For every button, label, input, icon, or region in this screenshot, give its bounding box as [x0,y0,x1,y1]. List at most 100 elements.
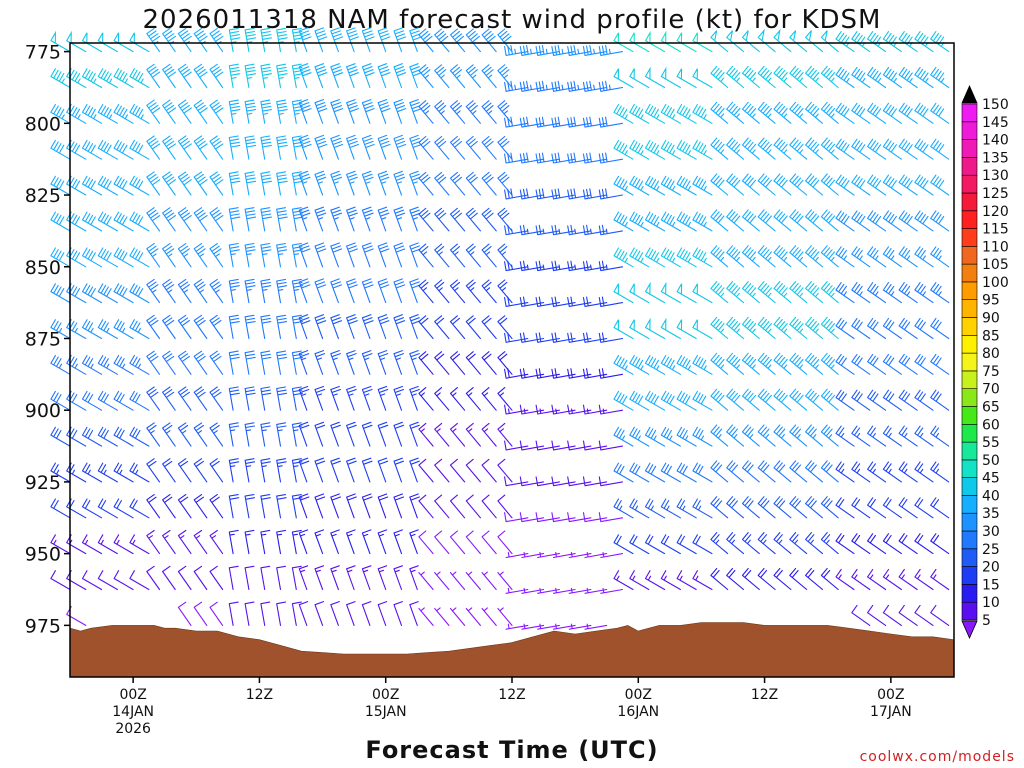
colorbar-swatch [961,210,978,229]
wind-barb [613,570,634,591]
wind-barb [851,353,871,375]
wind-barb [409,314,421,340]
wind-barb [162,99,177,124]
wind-barb [393,314,406,340]
wind-barb [97,247,118,268]
wind-barb [291,278,303,304]
wind-barb [789,173,808,196]
x-tick-label: 00Z [119,687,146,703]
wind-barb [820,101,839,124]
wind-barb [465,530,481,555]
wind-barb [914,66,934,89]
wind-barb [346,27,359,53]
wind-barb [66,68,87,89]
wind-barb [146,135,161,160]
wind-barb [276,207,288,232]
wind-barb [726,209,745,232]
wind-barb [291,314,303,340]
wind-barb [882,353,902,375]
wind-barb [820,352,839,375]
wind-barb [598,188,624,200]
wind-barb [314,457,326,483]
wind-barb [50,570,71,591]
wind-barb [209,63,224,89]
wind-barb [660,570,681,591]
wind-barb [129,211,150,232]
wind-barb [449,458,466,483]
wind-barb [260,207,272,232]
wind-barb [330,421,341,447]
wind-barb [660,103,681,124]
wind-barb [276,386,288,411]
wind-barb [209,601,224,626]
wind-barb [757,209,776,232]
wind-barb [244,278,256,304]
colorbar-swatch [961,388,978,407]
colorbar-tick-label: 95 [982,293,1000,309]
wind-barb [193,565,208,591]
wind-barb [600,551,624,559]
wind-barb [898,568,918,591]
wind-barb [773,209,792,232]
wind-barb [930,353,950,375]
wind-barb [449,64,466,89]
colorbar-tick-label: 70 [982,382,1000,398]
x-tick-label: 00Z [625,687,652,703]
wind-barb [260,601,271,626]
wind-barb [613,462,634,483]
wind-barb [97,534,118,555]
wind-barb [644,211,666,232]
wind-barb [867,389,887,411]
wind-barb [113,354,134,375]
wind-barb [613,390,634,411]
wind-barb [418,351,434,375]
wind-barb [81,175,103,196]
wind-barb [914,533,934,555]
colorbar-tick-label: 20 [982,560,1000,576]
wind-barb [867,353,887,375]
wind-barb [66,139,87,160]
wind-barb [898,282,918,304]
wind-barb [914,246,934,268]
wind-barb [409,457,420,483]
wind-barb [66,103,87,124]
wind-barb [330,242,343,268]
wind-barb [835,425,855,447]
wind-barb [773,101,792,124]
wind-barb [377,421,389,447]
wind-barb [710,30,729,53]
wind-barb [497,279,513,304]
wind-barb [209,422,224,447]
wind-barb [660,175,681,196]
wind-barb [481,494,497,519]
wind-barb [504,116,529,128]
wind-barb [497,422,513,447]
wind-barb [228,529,239,555]
wind-barb [757,460,776,483]
wind-barb [835,66,855,89]
wind-barb [177,278,192,304]
wind-barb [129,390,150,411]
wind-barb [692,390,713,411]
wind-barb [598,332,624,343]
wind-barb [629,247,650,268]
wind-barb [377,99,391,124]
wind-barb [129,498,150,519]
wind-barb [930,317,950,340]
wind-barb [504,260,529,272]
wind-barb [97,498,118,519]
wind-barb [882,389,902,411]
wind-barb [789,567,808,591]
wind-barb [660,426,681,447]
wind-barb [741,245,760,268]
wind-barb [260,494,271,519]
wind-barb [629,211,650,232]
wind-barb [600,587,624,594]
wind-barb [481,243,497,268]
wind-barb [361,242,374,268]
wind-barb [193,243,208,268]
credit-link[interactable]: coolwx.com/models [860,749,1015,765]
wind-barb [244,529,255,555]
wind-barb [481,351,497,375]
wind-barb [741,460,760,483]
